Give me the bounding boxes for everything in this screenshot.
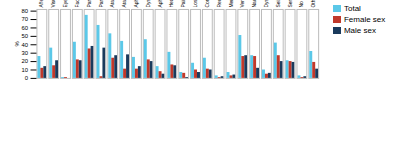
svg-text:0: 0: [25, 75, 29, 81]
svg-text:40: 40: [22, 42, 29, 48]
svg-text:Nausea + vomiting: Nausea + vomiting: [252, 0, 257, 7]
svg-text:No symptoms: No symptoms: [299, 0, 304, 7]
svg-text:Seizure: Seizure: [276, 0, 281, 7]
svg-text:Visual disturbance: Visual disturbance: [51, 0, 56, 7]
svg-text:80: 80: [22, 8, 29, 14]
svg-text:Dysarthria: Dysarthria: [146, 0, 151, 7]
svg-text:Pain: Pain: [181, 0, 186, 7]
html-text:Female sex: Female sex: [344, 15, 386, 24]
svg-text:Other: Other: [311, 0, 316, 7]
svg-text:Aphasia and dysarthria: Aphasia and dysarthria: [158, 0, 163, 7]
svg-text:Dysphagia: Dysphagia: [264, 0, 269, 7]
svg-text:%: %: [14, 41, 20, 47]
svg-text:Ataxia (arm): Ataxia (arm): [110, 0, 115, 7]
svg-text:70: 70: [22, 16, 29, 22]
svg-text:Affected balance: Affected balance: [39, 0, 44, 7]
svg-text:20: 20: [22, 58, 29, 64]
svg-text:Eye deviation: Eye deviation: [63, 0, 68, 7]
svg-text:Ataxia (leg): Ataxia (leg): [122, 0, 127, 7]
svg-text:60: 60: [22, 25, 29, 31]
svg-text:Sensory changes: Sensory changes: [288, 0, 293, 7]
svg-text:Paresis (arm): Paresis (arm): [87, 0, 92, 7]
svg-text:Reduced attention: Reduced attention: [217, 0, 222, 7]
svg-text:Facial paresis: Facial paresis: [75, 0, 80, 7]
svg-text:30: 30: [22, 50, 29, 56]
html-text:Male sex: Male sex: [344, 26, 376, 35]
svg-text:Vertigo: Vertigo: [240, 0, 245, 7]
svg-text:Loss of consciousness: Loss of consciousness: [193, 0, 198, 7]
svg-text:Headache: Headache: [169, 0, 174, 7]
svg-text:Paresis (leg): Paresis (leg): [99, 0, 104, 7]
svg-text:Aphasia: Aphasia: [134, 0, 139, 7]
svg-text:10: 10: [22, 67, 29, 73]
svg-text:50: 50: [22, 33, 29, 39]
svg-text:Memory loss: Memory loss: [229, 0, 234, 7]
html-text:Total: Total: [344, 4, 361, 13]
svg-text:Confusion: Confusion: [205, 0, 210, 7]
